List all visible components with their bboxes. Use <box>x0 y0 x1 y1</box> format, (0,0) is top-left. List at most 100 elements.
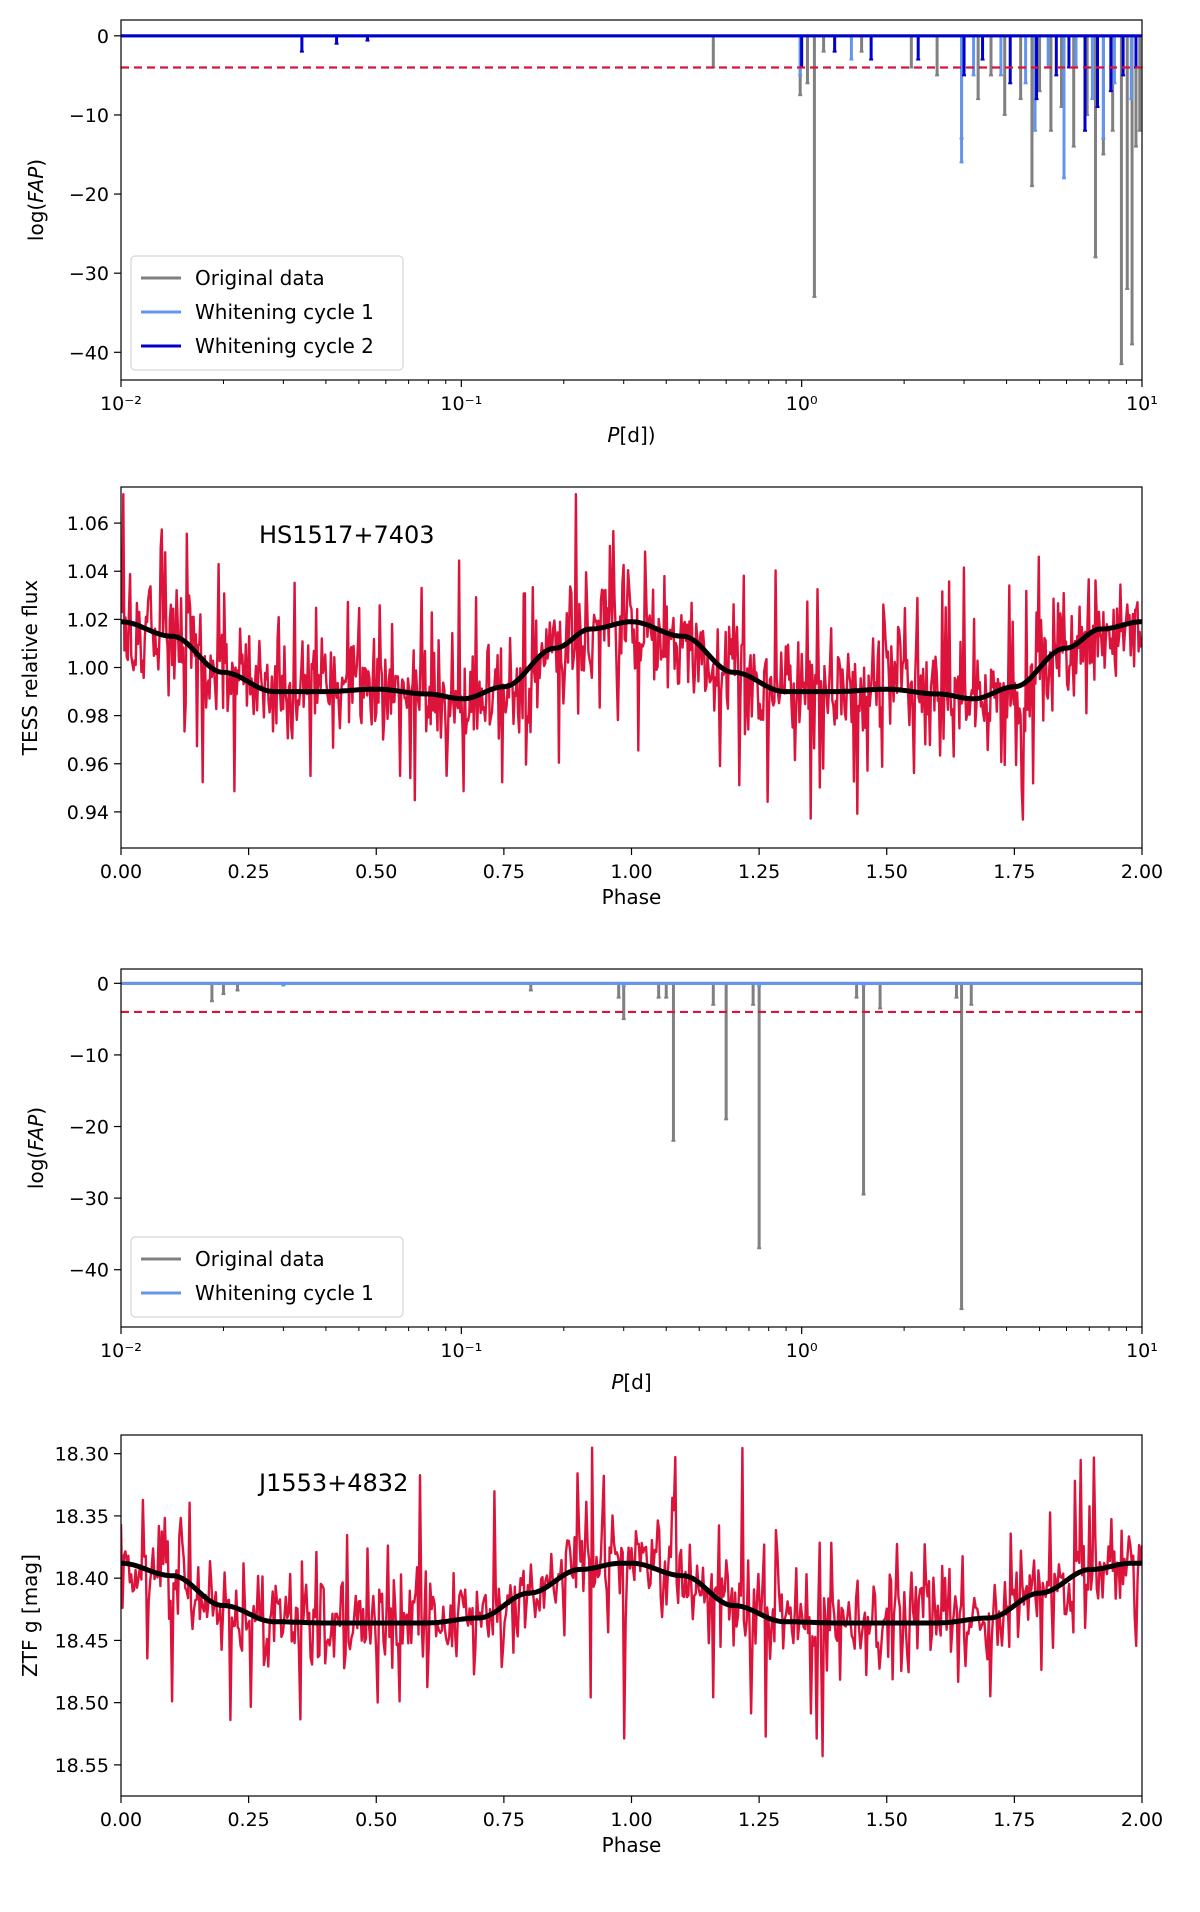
y-tick-label: 18.40 <box>55 1568 109 1590</box>
legend-box <box>130 1236 404 1318</box>
x-tick-label: 1.75 <box>993 861 1035 883</box>
x-tick-label: 10⁻² <box>100 393 142 415</box>
plot-area <box>121 1446 1142 1758</box>
y-tick-label: −30 <box>69 263 109 285</box>
x-tick-label: 2.00 <box>1121 861 1163 883</box>
x-tick-label: 1.25 <box>738 1809 780 1831</box>
y-axis-label-close: ) <box>24 1107 48 1115</box>
legend: Original data Whitening cycle 1 Whitening … <box>130 255 404 371</box>
y-tick-label: 0 <box>97 973 109 995</box>
x-tick-label: 10¹ <box>1126 1340 1158 1362</box>
y-tick-label: 0.96 <box>67 754 109 776</box>
y-tick-label: −40 <box>69 342 109 364</box>
plot-area <box>121 493 1142 821</box>
x-tick-label: 0.00 <box>100 861 142 883</box>
x-axis-label-var: P <box>611 1370 624 1394</box>
y-tick-label: −10 <box>69 105 109 127</box>
y-tick-label: 18.45 <box>55 1630 109 1652</box>
y-tick-label: −40 <box>69 1260 109 1282</box>
legend-label: Whitening cycle 1 <box>195 1281 374 1305</box>
x-tick-label: 10⁻² <box>100 1340 142 1362</box>
fap-panel-2: 10⁻² 10⁻¹ 10⁰ 10¹ 0 −10 −20 −30 −40 P[d] log(FAP) O… <box>24 968 1158 1394</box>
y-axis-label: TESS relative flux <box>18 580 42 757</box>
object-name-label: J1553+4832 <box>257 1469 408 1497</box>
x-tick-label: 0.25 <box>227 1809 269 1831</box>
x-axis-label: Phase <box>602 1833 662 1857</box>
model-curve <box>121 619 1142 702</box>
axes-frame <box>120 968 1143 1328</box>
legend-item: Original data <box>141 1247 325 1271</box>
x-tick-label: 0.75 <box>483 1809 525 1831</box>
object-name-label: HS1517+7403 <box>259 521 435 549</box>
legend-label: Original data <box>195 1247 325 1271</box>
series-whitening-cycle-2 <box>121 34 1142 132</box>
y-tick-label: 1.04 <box>67 561 109 583</box>
y-tick-label: −20 <box>69 184 109 206</box>
x-tick-label: 1.25 <box>738 861 780 883</box>
y-axis-label: ZTF g [mag] <box>18 1554 42 1677</box>
legend-item: Whitening cycle 2 <box>141 334 374 358</box>
y-tick-label: 1.06 <box>67 513 109 535</box>
y-tick-label: 1.02 <box>67 609 109 631</box>
x-tick-label: 1.50 <box>866 861 908 883</box>
y-tick-label: 0.94 <box>67 802 109 824</box>
plot-area <box>121 981 1142 1311</box>
y-tick-label: 18.50 <box>55 1693 109 1715</box>
y-tick-label: 0.98 <box>67 706 109 728</box>
y-tick-label: 18.35 <box>55 1506 109 1528</box>
x-tick-label: 10⁰ <box>786 393 818 415</box>
y-axis-label-var: FAP <box>24 1114 48 1151</box>
plot-area <box>121 34 1142 366</box>
x-tick-label: 10⁻¹ <box>440 393 482 415</box>
legend-item: Whitening cycle 1 <box>141 300 374 324</box>
x-axis-label: Phase <box>602 885 662 909</box>
x-tick-label: 2.00 <box>1121 1809 1163 1831</box>
x-axis-label-var: P <box>607 423 620 447</box>
y-tick-label: −30 <box>69 1188 109 1210</box>
x-tick-label: 1.75 <box>993 1809 1035 1831</box>
legend-box <box>130 255 404 371</box>
series-whitening-cycle-1 <box>121 34 1142 180</box>
lightcurve-panel-1: 0.00 0.25 0.50 0.75 1.00 1.25 1.50 1.75 2.00 0.94… <box>18 486 1163 909</box>
lightcurve-panel-3: 0.00 0.25 0.50 0.75 1.00 1.25 1.50 1.75 2.00 18.3… <box>18 1434 1163 1857</box>
x-tick-label: 1.00 <box>610 861 652 883</box>
x-axis-label: P[d] <box>611 1370 651 1394</box>
data-series-line <box>121 1446 1142 1758</box>
data-series-line <box>121 493 1142 821</box>
y-tick-label: 0 <box>97 26 109 48</box>
legend-label: Whitening cycle 2 <box>195 334 374 358</box>
x-tick-label: 10⁰ <box>786 1340 818 1362</box>
y-tick-label: 1.00 <box>67 658 109 680</box>
x-tick-label: 1.50 <box>866 1809 908 1831</box>
y-tick-label: 18.30 <box>55 1444 109 1466</box>
y-axis-label-fn: log( <box>24 1151 48 1189</box>
y-tick-label: −10 <box>69 1045 109 1067</box>
y-axis-label: log(FAP) <box>24 159 48 241</box>
y-axis-label-var: FAP <box>24 166 48 203</box>
series-whitening-cycle-1 <box>121 981 1142 988</box>
x-tick-label: 0.25 <box>227 861 269 883</box>
model-curve <box>121 1560 1142 1626</box>
x-tick-label: 0.75 <box>483 861 525 883</box>
x-tick-label: 10⁻¹ <box>440 1340 482 1362</box>
x-axis-label-rest: [d]) <box>619 423 655 447</box>
legend: Original data Whitening cycle 1 <box>130 1236 404 1318</box>
legend-label: Original data <box>195 266 325 290</box>
legend-label: Whitening cycle 1 <box>195 300 374 324</box>
x-tick-label: 0.50 <box>355 1809 397 1831</box>
y-tick-label: −20 <box>69 1117 109 1139</box>
fap-panel-0: 10⁻² 10⁻¹ 10⁰ 10¹ 0 −10 −20 −30 −40 P[d]) log(FAP)… <box>24 19 1158 447</box>
legend-item: Original data <box>141 266 325 290</box>
y-axis-label-fn: log( <box>24 203 48 241</box>
y-tick-label: 18.55 <box>55 1755 109 1777</box>
y-axis-label-close: ) <box>24 159 48 167</box>
x-tick-label: 0.50 <box>355 861 397 883</box>
y-axis-label: log(FAP) <box>24 1107 48 1189</box>
legend-item: Whitening cycle 1 <box>141 1281 374 1305</box>
x-tick-label: 1.00 <box>610 1809 652 1831</box>
x-tick-label: 0.00 <box>100 1809 142 1831</box>
x-tick-label: 10¹ <box>1126 393 1158 415</box>
x-axis-label: P[d]) <box>607 423 655 447</box>
axes-frame <box>120 19 1143 381</box>
